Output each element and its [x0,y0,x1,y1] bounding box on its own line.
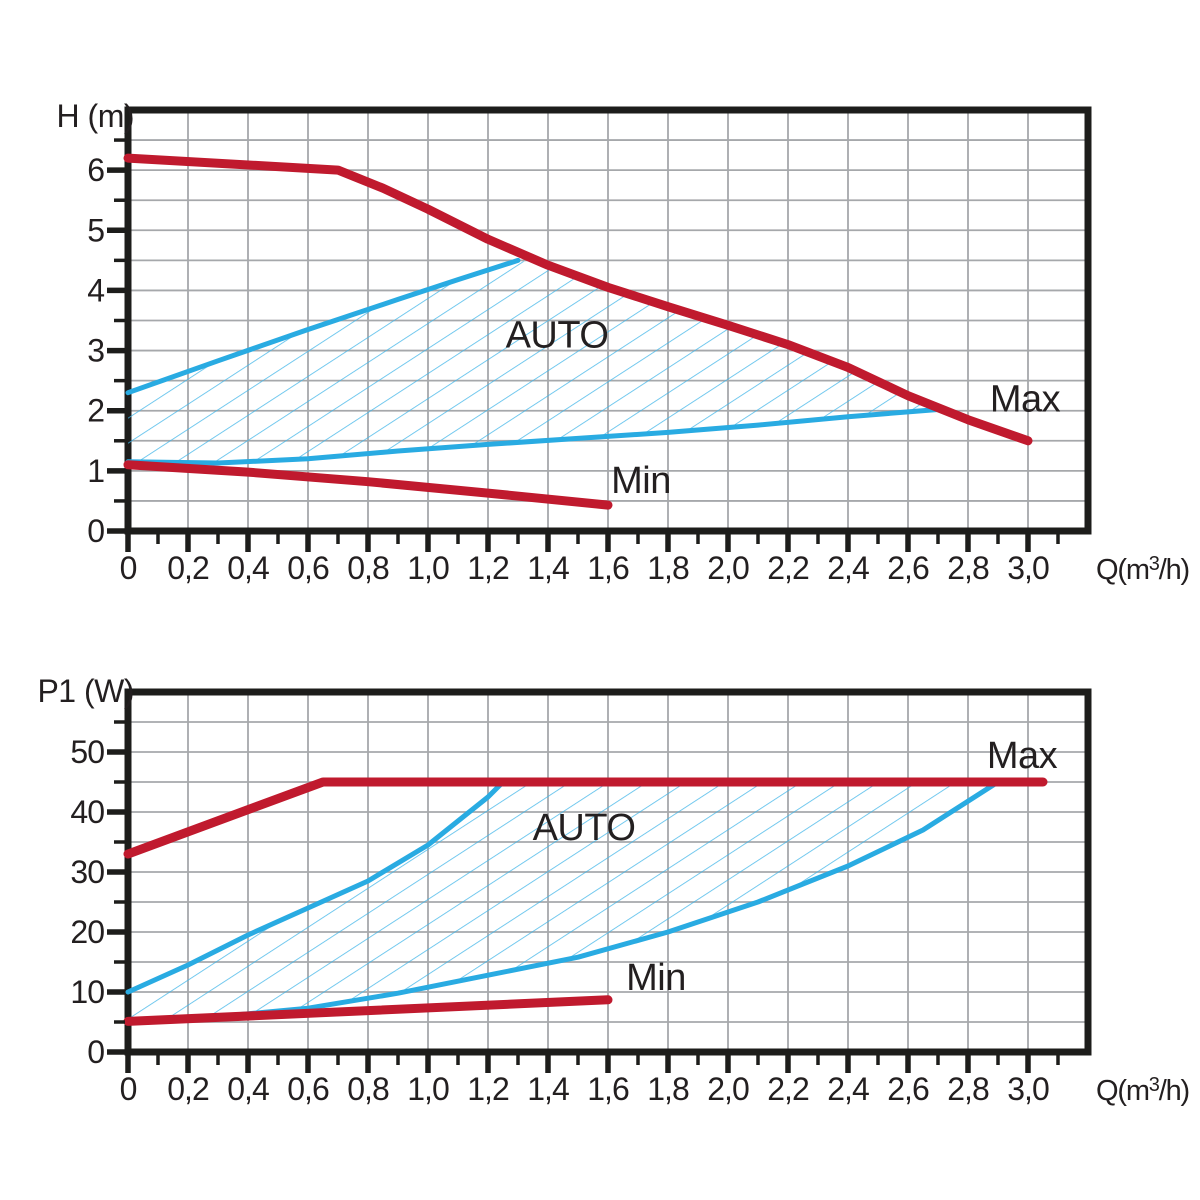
y-tick-label: 6 [87,152,104,188]
y-tick-label: 4 [87,272,104,308]
x-tick-label: 0,6 [287,550,329,586]
x-tick-label: 1,0 [407,550,449,586]
min-curve [123,995,613,1026]
x-tick-label: 2,0 [707,1071,749,1107]
max-curve [123,153,1033,446]
x-tick-label: 2,4 [827,550,869,586]
x-tick-label: 1,6 [587,1071,629,1107]
gridlines [128,110,1088,531]
y-tick-label: 20 [70,914,104,950]
y-tick-label: 40 [70,794,104,830]
y-axis-title: H (m) [57,98,134,134]
x-tick-label: 2,8 [947,1071,989,1107]
x-tick-label: 0,8 [347,1071,389,1107]
x-tick-label: 1,0 [407,1071,449,1107]
y-tick-label: 50 [70,734,104,770]
x-tick-label: 3,0 [1007,550,1049,586]
annotation-auto: AUTO [506,314,609,356]
x-axis-title: Q(m3/h) [1096,553,1189,586]
x-tick-label: 1,8 [647,1071,689,1107]
y-axis-title: P1 (W) [37,673,134,709]
auto-region [128,782,998,1021]
x-tick-label: 1,6 [587,550,629,586]
annotation-max: Max [990,379,1061,421]
power-flow-chart: 0 0,2 0,4 0,6 0,8 1,0 1,2 1,4 1,6 1,8 2,0 2,2 2,4 2,6… [37,673,1190,1107]
annotation-min: Min [611,460,671,502]
y-tick-label: 10 [70,974,104,1010]
y-tick-label: 0 [87,1034,104,1070]
x-tick-label: 0 [120,1071,137,1107]
plot-border [124,106,1092,535]
axis-ticks [107,138,1060,552]
x-tick-label: 2,2 [767,1071,809,1107]
x-tick-label: 2,0 [707,550,749,586]
auto-upper-boundary [125,257,521,396]
x-tick-label: 1,2 [467,1071,509,1107]
x-tick-label: 2,8 [947,550,989,586]
min-curve [123,460,613,510]
axis-ticks [107,720,1060,1073]
auto-region [128,260,938,463]
x-tick-label: 1,2 [467,550,509,586]
y-tick-label: 5 [87,212,104,248]
annotation-auto: AUTO [533,807,636,849]
x-tick-label: 0,2 [167,550,209,586]
x-axis-title: Q(m3/h) [1096,1074,1189,1107]
tick-labels: 0 0,2 0,4 0,6 0,8 1,0 1,2 1,4 1,6 1,8 2,0 2,2 2,4 2,6… [70,734,1050,1107]
x-tick-label: 0,4 [227,1071,269,1107]
auto-lower-boundary [125,407,941,466]
x-tick-label: 0,4 [227,550,269,586]
y-tick-label: 1 [87,453,104,489]
max-curve [123,777,1048,859]
x-tick-label: 2,4 [827,1071,869,1107]
y-tick-label: 30 [70,854,104,890]
x-tick-label: 0,6 [287,1071,329,1107]
x-tick-label: 1,8 [647,550,689,586]
x-tick-label: 3,0 [1007,1071,1049,1107]
annotation-min: Min [626,957,686,999]
annotation-max: Max [987,735,1058,777]
y-tick-label: 0 [87,513,104,549]
x-tick-label: 0,8 [347,550,389,586]
x-tick-label: 2,6 [887,1071,929,1107]
plot-border [124,688,1092,1056]
head-flow-chart: 0 0,2 0,4 0,6 0,8 1,0 1,2 1,4 1,6 1,8 2,0 2,2 2,4 2,6… [57,98,1191,586]
x-tick-label: 1,4 [527,1071,569,1107]
x-tick-label: 2,6 [887,550,929,586]
tick-labels: 0 0,2 0,4 0,6 0,8 1,0 1,2 1,4 1,6 1,8 2,0 2,2 2,4 2,6… [87,152,1050,586]
y-tick-label: 2 [87,393,104,429]
x-tick-label: 0,2 [167,1071,209,1107]
x-tick-label: 2,2 [767,550,809,586]
x-tick-label: 0 [120,550,137,586]
y-tick-label: 3 [87,333,104,369]
x-tick-label: 1,4 [527,550,569,586]
auto-upper-boundary [125,779,506,995]
